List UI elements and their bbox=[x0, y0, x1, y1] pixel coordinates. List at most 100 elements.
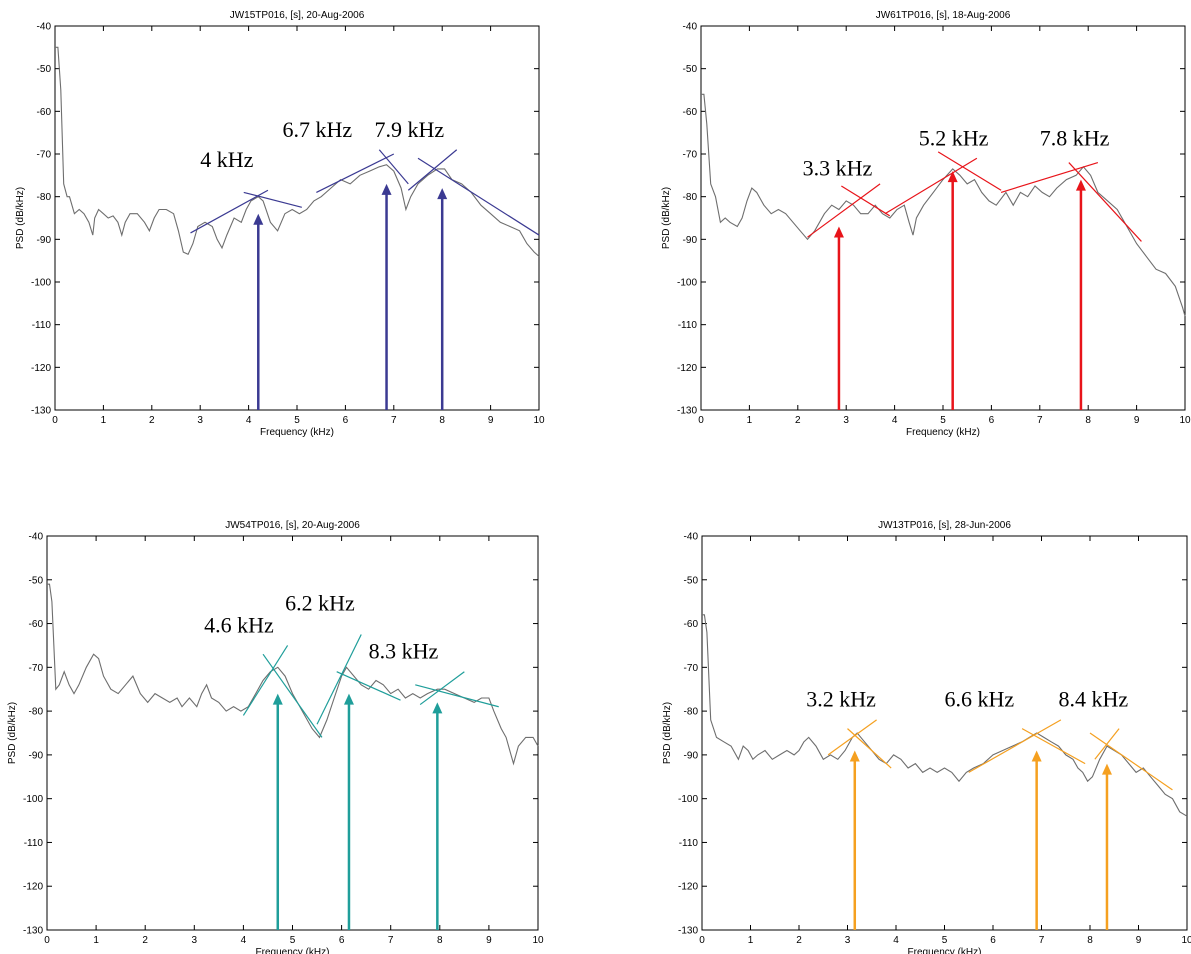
psd-spectrum-line bbox=[701, 93, 1186, 317]
x-tick-label: 5 bbox=[942, 935, 948, 946]
x-tick-label: 2 bbox=[796, 935, 802, 946]
y-axis-label: PSD (dB/kHz) bbox=[7, 702, 18, 764]
y-axis-label: PSD (dB/kHz) bbox=[662, 702, 673, 764]
x-tick-label: 2 bbox=[795, 415, 801, 426]
slope-line bbox=[336, 671, 401, 701]
y-tick-label: -110 bbox=[678, 320, 698, 331]
x-tick-label: 5 bbox=[940, 415, 946, 426]
x-axis-label: Frequency (kHz) bbox=[906, 427, 980, 438]
peak-label: 6.6 kHz bbox=[945, 687, 1015, 712]
x-tick-label: 5 bbox=[294, 415, 300, 426]
x-tick-label: 6 bbox=[989, 415, 995, 426]
y-tick-label: -70 bbox=[683, 150, 698, 161]
chart-panel-1: 0 1 2 3 4 5 6 7 8 9 10 -40 -50 -60 -70 -80 -90 -100 -110 -1… bbox=[15, 10, 545, 438]
y-tick-label: -60 bbox=[37, 107, 52, 118]
peak-label: 6.7 kHz bbox=[282, 117, 352, 142]
x-tick-label: 0 bbox=[44, 935, 50, 946]
x-tick-label: 0 bbox=[698, 415, 704, 426]
slope-line bbox=[937, 151, 1002, 191]
slope-line bbox=[415, 684, 499, 708]
x-tick-label: 4 bbox=[892, 415, 898, 426]
x-tick-label: 7 bbox=[1039, 935, 1045, 946]
peak-arrow-head bbox=[833, 226, 844, 238]
peak-arrow-head bbox=[849, 750, 860, 762]
y-axis-label: PSD (dB/kHz) bbox=[661, 187, 672, 249]
x-tick-label: 10 bbox=[1181, 935, 1191, 946]
y-tick-label: -130 bbox=[31, 406, 51, 417]
y-axis-label: PSD (dB/kHz) bbox=[15, 187, 26, 249]
slope-line bbox=[1068, 162, 1142, 242]
slope-line bbox=[847, 728, 892, 769]
slope-line bbox=[827, 719, 877, 756]
slope-line bbox=[1000, 161, 1099, 193]
x-tick-label: 0 bbox=[699, 935, 705, 946]
x-tick-label: 2 bbox=[149, 415, 155, 426]
y-tick-label: -70 bbox=[684, 663, 699, 674]
x-tick-label: 8 bbox=[437, 935, 443, 946]
x-tick-label: 3 bbox=[197, 415, 203, 426]
x-tick-label: 8 bbox=[1087, 935, 1093, 946]
y-tick-label: -50 bbox=[37, 64, 52, 75]
y-tick-label: -100 bbox=[677, 278, 697, 289]
y-tick-label: -70 bbox=[37, 150, 52, 161]
peak-arrow-head bbox=[1031, 750, 1042, 762]
y-tick-label: -60 bbox=[29, 619, 44, 630]
psd-spectrum-line bbox=[55, 46, 540, 257]
x-tick-label: 4 bbox=[241, 935, 247, 946]
peak-label: 4 kHz bbox=[200, 147, 253, 172]
slope-line bbox=[1089, 732, 1173, 791]
chart-panel-2: 0 1 2 3 4 5 6 7 8 9 10 -40 -50 -60 -70 -80 -90 -100 -110 -1… bbox=[661, 10, 1191, 438]
chart-panel-3: 0 1 2 3 4 5 6 7 8 9 10 -40 -50 -60 -70 -80 -90 -100 -110 -1… bbox=[7, 520, 544, 954]
slope-line bbox=[262, 653, 323, 738]
slope-line bbox=[841, 185, 891, 217]
x-tick-label: 10 bbox=[1179, 415, 1191, 426]
y-tick-label: -130 bbox=[678, 926, 698, 937]
x-tick-label: 1 bbox=[93, 935, 99, 946]
peak-label: 6.2 kHz bbox=[285, 590, 355, 615]
y-tick-label: -110 bbox=[24, 838, 44, 849]
y-tick-label: -110 bbox=[32, 320, 52, 331]
axes-frame bbox=[54, 25, 540, 411]
peak-label: 8.3 kHz bbox=[369, 639, 439, 664]
slope-line bbox=[242, 645, 289, 716]
peak-arrow-head bbox=[343, 693, 354, 705]
peak-label: 3.3 kHz bbox=[803, 155, 873, 180]
y-tick-label: -60 bbox=[683, 107, 698, 118]
x-tick-label: 3 bbox=[845, 935, 851, 946]
x-tick-label: 8 bbox=[439, 415, 445, 426]
y-tick-label: -80 bbox=[684, 707, 699, 718]
y-tick-label: -70 bbox=[29, 663, 44, 674]
y-tick-label: -50 bbox=[683, 64, 698, 75]
slope-line bbox=[419, 671, 465, 706]
slope-line bbox=[1021, 728, 1086, 765]
slope-line bbox=[968, 719, 1062, 773]
x-tick-label: 2 bbox=[142, 935, 148, 946]
x-axis-label: Frequency (kHz) bbox=[256, 947, 330, 954]
y-tick-label: -50 bbox=[29, 575, 44, 586]
peak-arrow-head bbox=[253, 213, 264, 225]
x-tick-label: 9 bbox=[1134, 415, 1140, 426]
peak-arrow-head bbox=[1101, 763, 1112, 775]
x-tick-label: 4 bbox=[246, 415, 252, 426]
y-tick-label: -40 bbox=[37, 22, 52, 33]
peak-arrow-head bbox=[432, 702, 443, 714]
x-tick-label: 3 bbox=[843, 415, 849, 426]
x-tick-label: 9 bbox=[1136, 935, 1142, 946]
x-tick-label: 7 bbox=[1037, 415, 1043, 426]
y-tick-label: -80 bbox=[683, 192, 698, 203]
peak-label: 7.9 kHz bbox=[374, 117, 444, 142]
x-axis-label: Frequency (kHz) bbox=[260, 427, 334, 438]
slope-line bbox=[1094, 728, 1120, 760]
peak-label: 4.6 kHz bbox=[204, 612, 274, 637]
y-tick-label: -40 bbox=[29, 532, 44, 543]
y-tick-label: -80 bbox=[29, 707, 44, 718]
x-tick-label: 1 bbox=[748, 935, 754, 946]
x-tick-label: 6 bbox=[343, 415, 349, 426]
y-tick-label: -40 bbox=[684, 532, 699, 543]
chart-panel-4: 0 1 2 3 4 5 6 7 8 9 10 -40 -50 -60 -70 -80 -90 -100 -110 -1… bbox=[662, 520, 1191, 954]
peak-arrow-head bbox=[272, 693, 283, 705]
y-tick-label: -120 bbox=[23, 882, 43, 893]
x-axis-label: Frequency (kHz) bbox=[908, 947, 982, 954]
peak-label: 3.2 kHz bbox=[806, 687, 876, 712]
x-tick-label: 4 bbox=[893, 935, 899, 946]
